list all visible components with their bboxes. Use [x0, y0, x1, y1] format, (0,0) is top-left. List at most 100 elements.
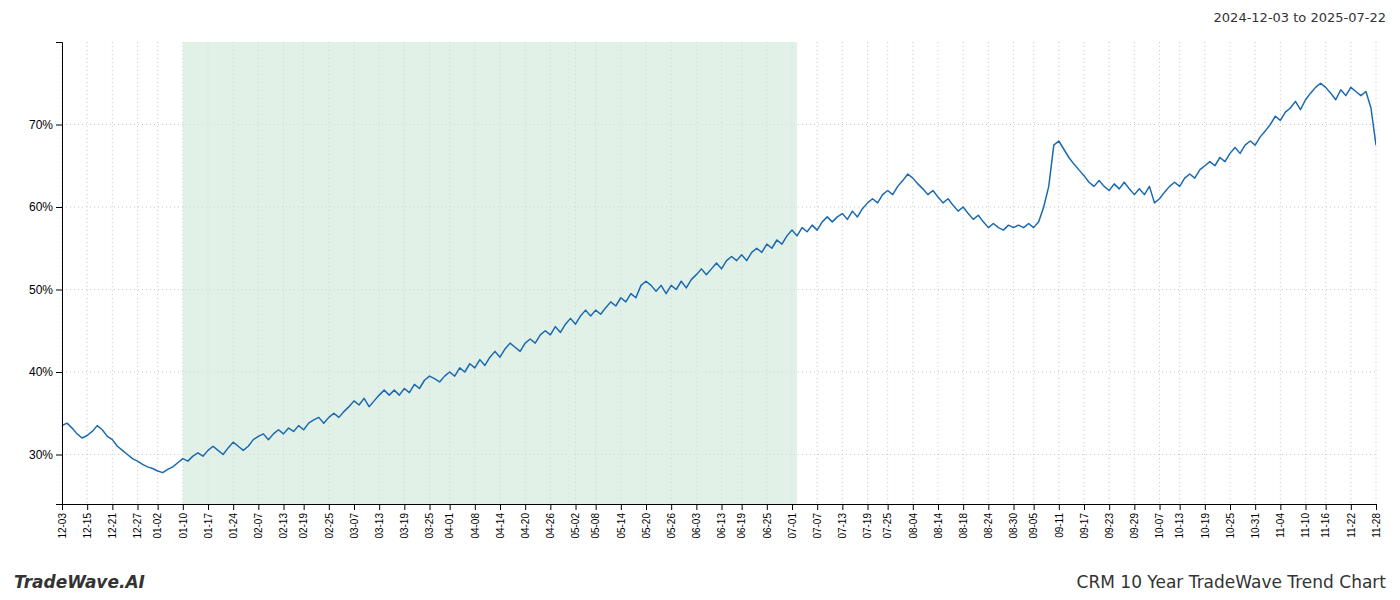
grid-line-x	[988, 42, 989, 504]
x-tick-label: 06-19	[736, 513, 747, 539]
x-tick: 02-13	[278, 504, 289, 539]
plot-area: 30%40%50%60%70%12-0312-1512-2112-2701-02…	[29, 42, 1382, 539]
y-tick: 30%	[29, 448, 62, 462]
x-tick: 11-28	[1371, 504, 1382, 538]
grid-line-x	[867, 42, 868, 504]
y-tick-label: 50%	[29, 283, 53, 297]
grid-line-x	[1325, 42, 1326, 504]
y-tick-mark	[56, 455, 62, 456]
y-tick-mark	[56, 372, 62, 373]
series-line	[62, 83, 1376, 472]
x-tick-mark	[596, 504, 597, 510]
x-tick-mark	[304, 504, 305, 510]
x-tick-mark	[379, 504, 380, 510]
x-tick: 10-31	[1250, 504, 1261, 539]
y-tick-mark	[56, 207, 62, 208]
x-tick: 01-24	[228, 504, 239, 539]
x-tick-label: 01-24	[228, 513, 239, 539]
x-tick: 02-25	[324, 504, 335, 539]
y-tick: 40%	[29, 365, 62, 379]
x-tick-mark	[450, 504, 451, 510]
grid-line-x	[1376, 42, 1377, 504]
x-tick-mark	[1376, 504, 1377, 510]
x-tick: 08-30	[1008, 504, 1019, 539]
x-tick: 11-22	[1346, 504, 1357, 538]
x-tick-mark	[938, 504, 939, 510]
x-tick: 01-10	[178, 504, 189, 539]
x-tick-mark	[329, 504, 330, 510]
x-tick-mark	[1034, 504, 1035, 510]
x-tick: 11-10	[1300, 504, 1311, 538]
x-tick-mark	[1230, 504, 1231, 510]
y-tick: 50%	[29, 283, 62, 297]
x-tick-label: 06-13	[716, 513, 727, 539]
x-tick-mark	[1134, 504, 1135, 510]
x-tick: 10-25	[1225, 504, 1236, 539]
x-tick: 07-19	[862, 504, 873, 539]
x-tick: 02-19	[298, 504, 309, 539]
grid-line-x	[1230, 42, 1231, 504]
x-tick-label: 05-20	[641, 513, 652, 539]
subtitle: 2024-12-03 to 2025-07-22	[1214, 10, 1386, 25]
x-tick: 06-25	[762, 504, 773, 539]
y-tick-label: 60%	[29, 200, 53, 214]
x-tick-label: 09-11	[1054, 513, 1065, 538]
x-tick: 12-21	[107, 504, 118, 539]
x-tick-label: 03-25	[424, 513, 435, 539]
x-tick-label: 12-03	[57, 513, 68, 539]
x-tick-mark	[258, 504, 259, 510]
x-tick-label: 01-17	[203, 513, 214, 539]
x-tick-label: 12-15	[82, 513, 93, 539]
x-tick-mark	[158, 504, 159, 510]
chart-container: 30%40%50%60%70%12-0312-1512-2112-2701-02…	[0, 0, 1400, 600]
x-axis-line	[63, 505, 1377, 511]
x-tick: 03-19	[399, 504, 410, 539]
y-tick-mark	[56, 290, 62, 291]
x-tick-label: 10-13	[1174, 513, 1185, 539]
y-tick-mark	[56, 125, 62, 126]
x-tick-label: 12-21	[107, 513, 118, 539]
x-tick-label: 01-02	[152, 513, 163, 539]
x-tick-mark	[842, 504, 843, 510]
grid-line-x	[1013, 42, 1014, 504]
x-tick-label: 07-19	[862, 513, 873, 539]
x-tick-label: 08-24	[983, 513, 994, 539]
x-tick-label: 03-07	[349, 513, 360, 539]
x-tick-mark	[208, 504, 209, 510]
x-tick-label: 11-22	[1346, 513, 1357, 538]
chart-svg: 30%40%50%60%70%12-0312-1512-2112-2701-02…	[0, 0, 1400, 600]
x-tick-mark	[963, 504, 964, 510]
x-tick-mark	[1109, 504, 1110, 510]
y-axis-line	[56, 43, 63, 505]
x-tick-label: 09-05	[1028, 513, 1039, 539]
x-axis: 12-0312-1512-2112-2701-0201-1001-1701-24…	[57, 504, 1382, 539]
x-tick: 08-18	[958, 504, 969, 539]
x-tick-label: 11-16	[1320, 513, 1331, 538]
x-tick: 03-07	[349, 504, 360, 539]
x-tick-label: 07-25	[882, 513, 893, 539]
grid-line-x	[1109, 42, 1110, 504]
annotation: TradeWave.AI	[14, 572, 145, 592]
x-tick: 04-01	[444, 504, 455, 539]
x-tick-label: 08-30	[1008, 513, 1019, 539]
x-tick-mark	[696, 504, 697, 510]
x-tick-mark	[1280, 504, 1281, 510]
x-tick: 07-01	[787, 504, 798, 539]
x-tick-label: 05-08	[590, 513, 601, 539]
grid-line-x	[1134, 42, 1135, 504]
x-tick-label: 07-01	[787, 513, 798, 539]
x-tick: 07-25	[882, 504, 893, 539]
x-tick: 09-17	[1079, 504, 1090, 539]
x-tick-mark	[792, 504, 793, 510]
x-tick-mark	[500, 504, 501, 510]
x-tick-mark	[671, 504, 672, 510]
x-tick: 10-07	[1154, 504, 1165, 539]
x-tick-label: 07-07	[812, 513, 823, 539]
x-tick-mark	[62, 504, 63, 510]
grid-line-x	[887, 42, 888, 504]
x-tick-mark	[475, 504, 476, 510]
x-tick-mark	[1059, 504, 1060, 510]
x-tick-label: 06-25	[762, 513, 773, 539]
x-tick: 09-29	[1129, 504, 1140, 539]
x-tick-mark	[354, 504, 355, 510]
